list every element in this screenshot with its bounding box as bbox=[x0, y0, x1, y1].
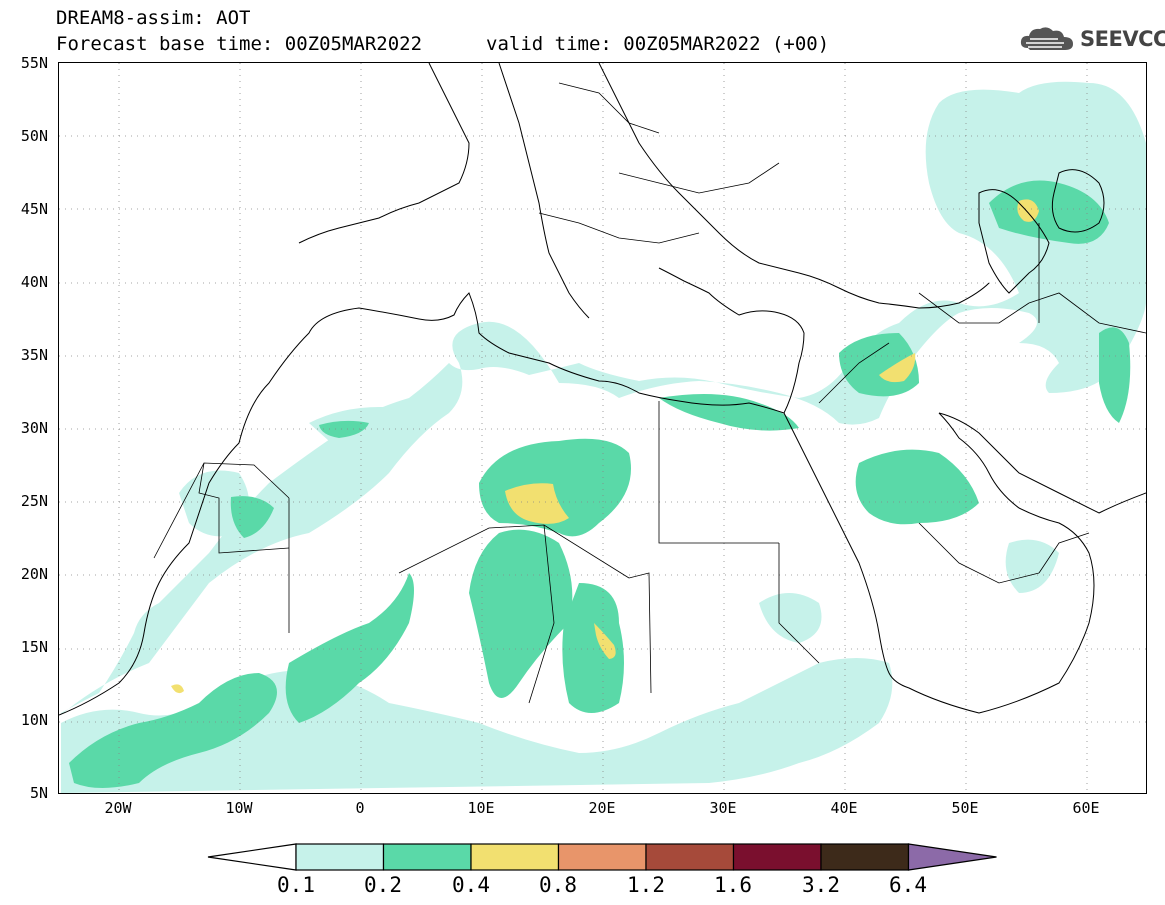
colorbar-label: 6.4 bbox=[889, 873, 927, 897]
lat-label: 15N bbox=[20, 638, 48, 656]
lat-label: 40N bbox=[20, 273, 48, 291]
colorbar-label: 0.2 bbox=[364, 873, 402, 897]
lat-label: 45N bbox=[20, 200, 48, 218]
lat-label: 10N bbox=[20, 711, 48, 729]
coastlines bbox=[59, 63, 1146, 716]
colorbar-box bbox=[382, 843, 472, 871]
colorbar-box bbox=[645, 843, 735, 871]
lat-label: 5N bbox=[29, 784, 48, 802]
lon-label: 40E bbox=[830, 799, 858, 817]
colorbar-over-triangle bbox=[907, 843, 997, 871]
map-title: DREAM8-assim: AOT bbox=[56, 7, 251, 29]
lat-label: 55N bbox=[20, 54, 48, 72]
lat-label: 30N bbox=[20, 419, 48, 437]
colorbar-label: 1.2 bbox=[627, 873, 665, 897]
colorbar-box bbox=[295, 843, 385, 871]
lon-label: 20E bbox=[588, 799, 616, 817]
seevccc-logo: SEEVCCC bbox=[1018, 24, 1165, 54]
logo-text: SEEVCCC bbox=[1080, 27, 1165, 51]
forecast-base-time: Forecast base time: 00Z05MAR2022 bbox=[56, 33, 423, 55]
lat-label: 25N bbox=[20, 492, 48, 510]
colorbar-label: 0.4 bbox=[452, 873, 490, 897]
colorbar-box bbox=[470, 843, 560, 871]
colorbar bbox=[207, 843, 997, 871]
valid-time: valid time: 00Z05MAR2022 (+00) bbox=[486, 33, 830, 55]
cloud-icon bbox=[1020, 27, 1073, 50]
colorbar-label: 0.1 bbox=[277, 873, 315, 897]
lon-label: 10E bbox=[467, 799, 495, 817]
colorbar-label: 3.2 bbox=[802, 873, 840, 897]
aot-map bbox=[59, 63, 1146, 793]
lat-label: 35N bbox=[20, 346, 48, 364]
colorbar-box bbox=[732, 843, 822, 871]
colorbar-box bbox=[557, 843, 647, 871]
colorbar-label: 1.6 bbox=[714, 873, 752, 897]
colorbar-under-triangle bbox=[207, 843, 297, 871]
lon-label: 30E bbox=[709, 799, 737, 817]
lon-label: 10W bbox=[225, 799, 253, 817]
lon-label: 0 bbox=[355, 799, 365, 817]
lat-label: 50N bbox=[20, 127, 48, 145]
graticule bbox=[59, 63, 1146, 793]
borders bbox=[153, 82, 1146, 704]
aot-band-0.4 bbox=[171, 199, 1039, 694]
lon-label: 50E bbox=[951, 799, 979, 817]
colorbar-box bbox=[820, 843, 910, 871]
map-panel bbox=[58, 62, 1147, 794]
colorbar-label: 0.8 bbox=[539, 873, 577, 897]
lon-label: 20W bbox=[104, 799, 132, 817]
lat-label: 20N bbox=[20, 565, 48, 583]
lon-label: 60E bbox=[1072, 799, 1100, 817]
